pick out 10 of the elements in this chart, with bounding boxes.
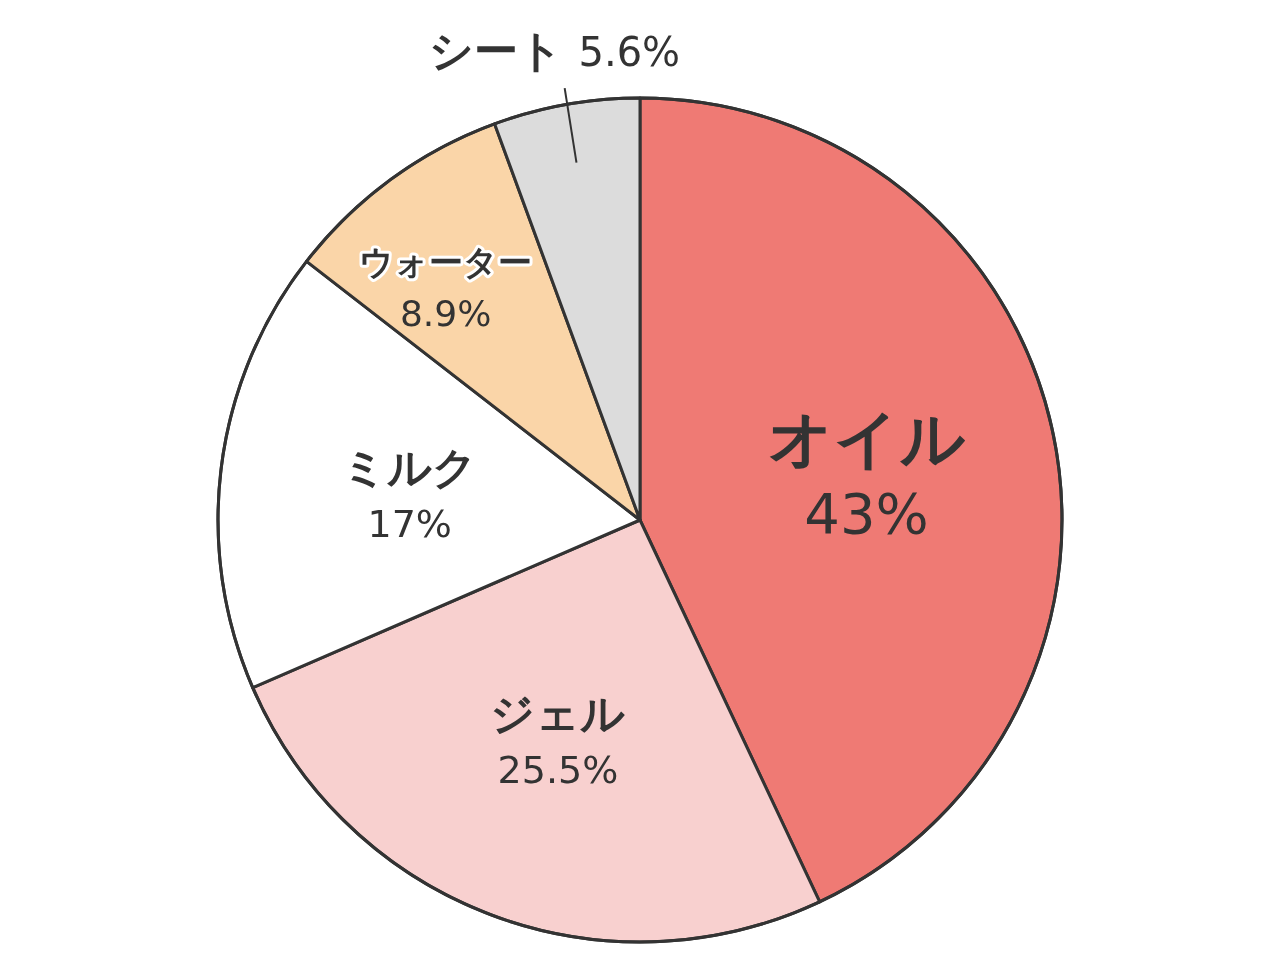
slice-label: ミルク: [342, 441, 478, 493]
data-label: 25.5%: [497, 748, 619, 793]
data-label: 17%: [367, 501, 452, 546]
slice-label: ジェル: [490, 688, 626, 740]
data-label: 8.9%: [399, 292, 492, 334]
slice-label: シート: [429, 25, 579, 77]
slice-label: オイル: [767, 402, 966, 477]
data-label: 43%: [804, 481, 929, 547]
data-label: 5.6%: [578, 29, 681, 76]
slice-label: ウォーター: [359, 241, 533, 282]
